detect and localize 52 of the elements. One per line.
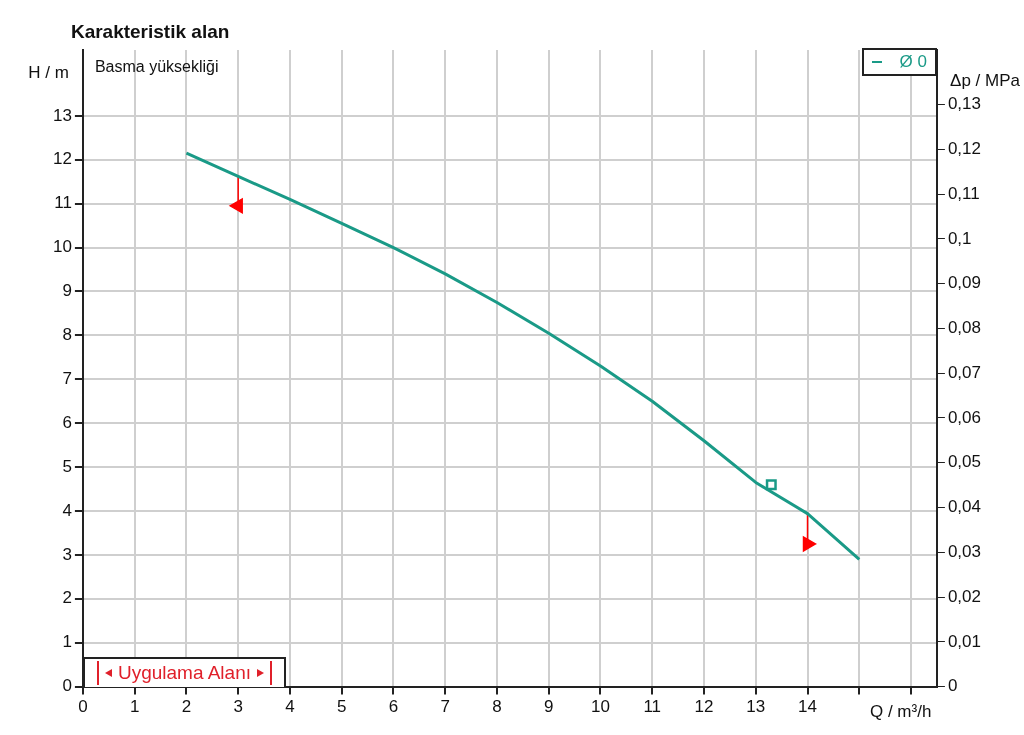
y2-tick-label: 0,09 [947, 273, 982, 293]
annotation: Basma yüksekliği [94, 58, 219, 75]
y-tick-label: 2 [62, 588, 72, 608]
x-tick-label: 1 [129, 697, 140, 717]
x-tick-label: 14 [798, 697, 817, 717]
chart-title: Karakteristik alan [70, 21, 230, 42]
y2-tick-label: 0,06 [947, 407, 982, 427]
x-tick-label: 13 [746, 697, 766, 717]
y-tick-label: 5 [62, 456, 72, 476]
y2-tick-label: 0,11 [947, 183, 980, 203]
y-tick-label: 6 [62, 412, 72, 432]
y2-tick-label: 0,04 [947, 497, 982, 517]
y2-tick-label: 0,07 [947, 362, 982, 382]
range-label-box: Uygulama Alanı [82, 656, 286, 687]
x-tick-label: 5 [336, 697, 347, 717]
x-axis-title: Q / m³/h [869, 701, 932, 721]
y-tick-label: 3 [62, 544, 72, 564]
y-tick-label: 10 [52, 237, 72, 257]
x-tick-label: 10 [591, 697, 610, 717]
x-tick-label: 7 [440, 697, 450, 717]
point [765, 479, 777, 491]
x-tick-label: 6 [388, 697, 399, 717]
y2-tick-label: 0,08 [947, 318, 982, 338]
legend-label: Ø 0 [899, 52, 927, 72]
y2-axis-title: Δp / MPa [950, 71, 1021, 90]
x-tick-label: 3 [233, 697, 243, 717]
y-tick-label: 4 [62, 500, 72, 520]
x-tick-label: 12 [694, 697, 714, 717]
y-tick-label: 7 [62, 368, 72, 388]
y-tick-label: 11 [54, 193, 72, 213]
y-axis-title: H / m [28, 63, 69, 82]
y2-tick-label: 0,12 [947, 139, 982, 159]
x-tick-label: 0 [78, 697, 88, 717]
y-tick-label: 12 [52, 149, 72, 169]
x-tick-label: 4 [285, 697, 295, 717]
x-tick-label: 9 [544, 697, 554, 717]
x-tick-label: 11 [643, 697, 662, 717]
x-tick-label: 2 [181, 697, 192, 717]
y2-tick-label: 0,02 [947, 586, 982, 606]
y2-tick-label: 0 [947, 676, 958, 696]
y2-tick-label: 0,1 [947, 228, 972, 248]
y2-tick-label: 0,05 [947, 452, 982, 472]
y2-tick-label: 0,01 [947, 631, 982, 651]
x-tick-label: 8 [492, 697, 502, 717]
y-tick-label: 8 [62, 325, 72, 345]
y-tick-label: 1 [62, 632, 72, 652]
y-tick-label: 0 [62, 676, 72, 696]
annotation: Uygulama Alanı [117, 661, 251, 684]
y-tick-label: 13 [52, 105, 72, 125]
y-tick-label: 9 [62, 281, 72, 301]
y2-tick-label: 0,03 [947, 541, 982, 561]
y2-tick-label: 0,13 [947, 94, 982, 114]
